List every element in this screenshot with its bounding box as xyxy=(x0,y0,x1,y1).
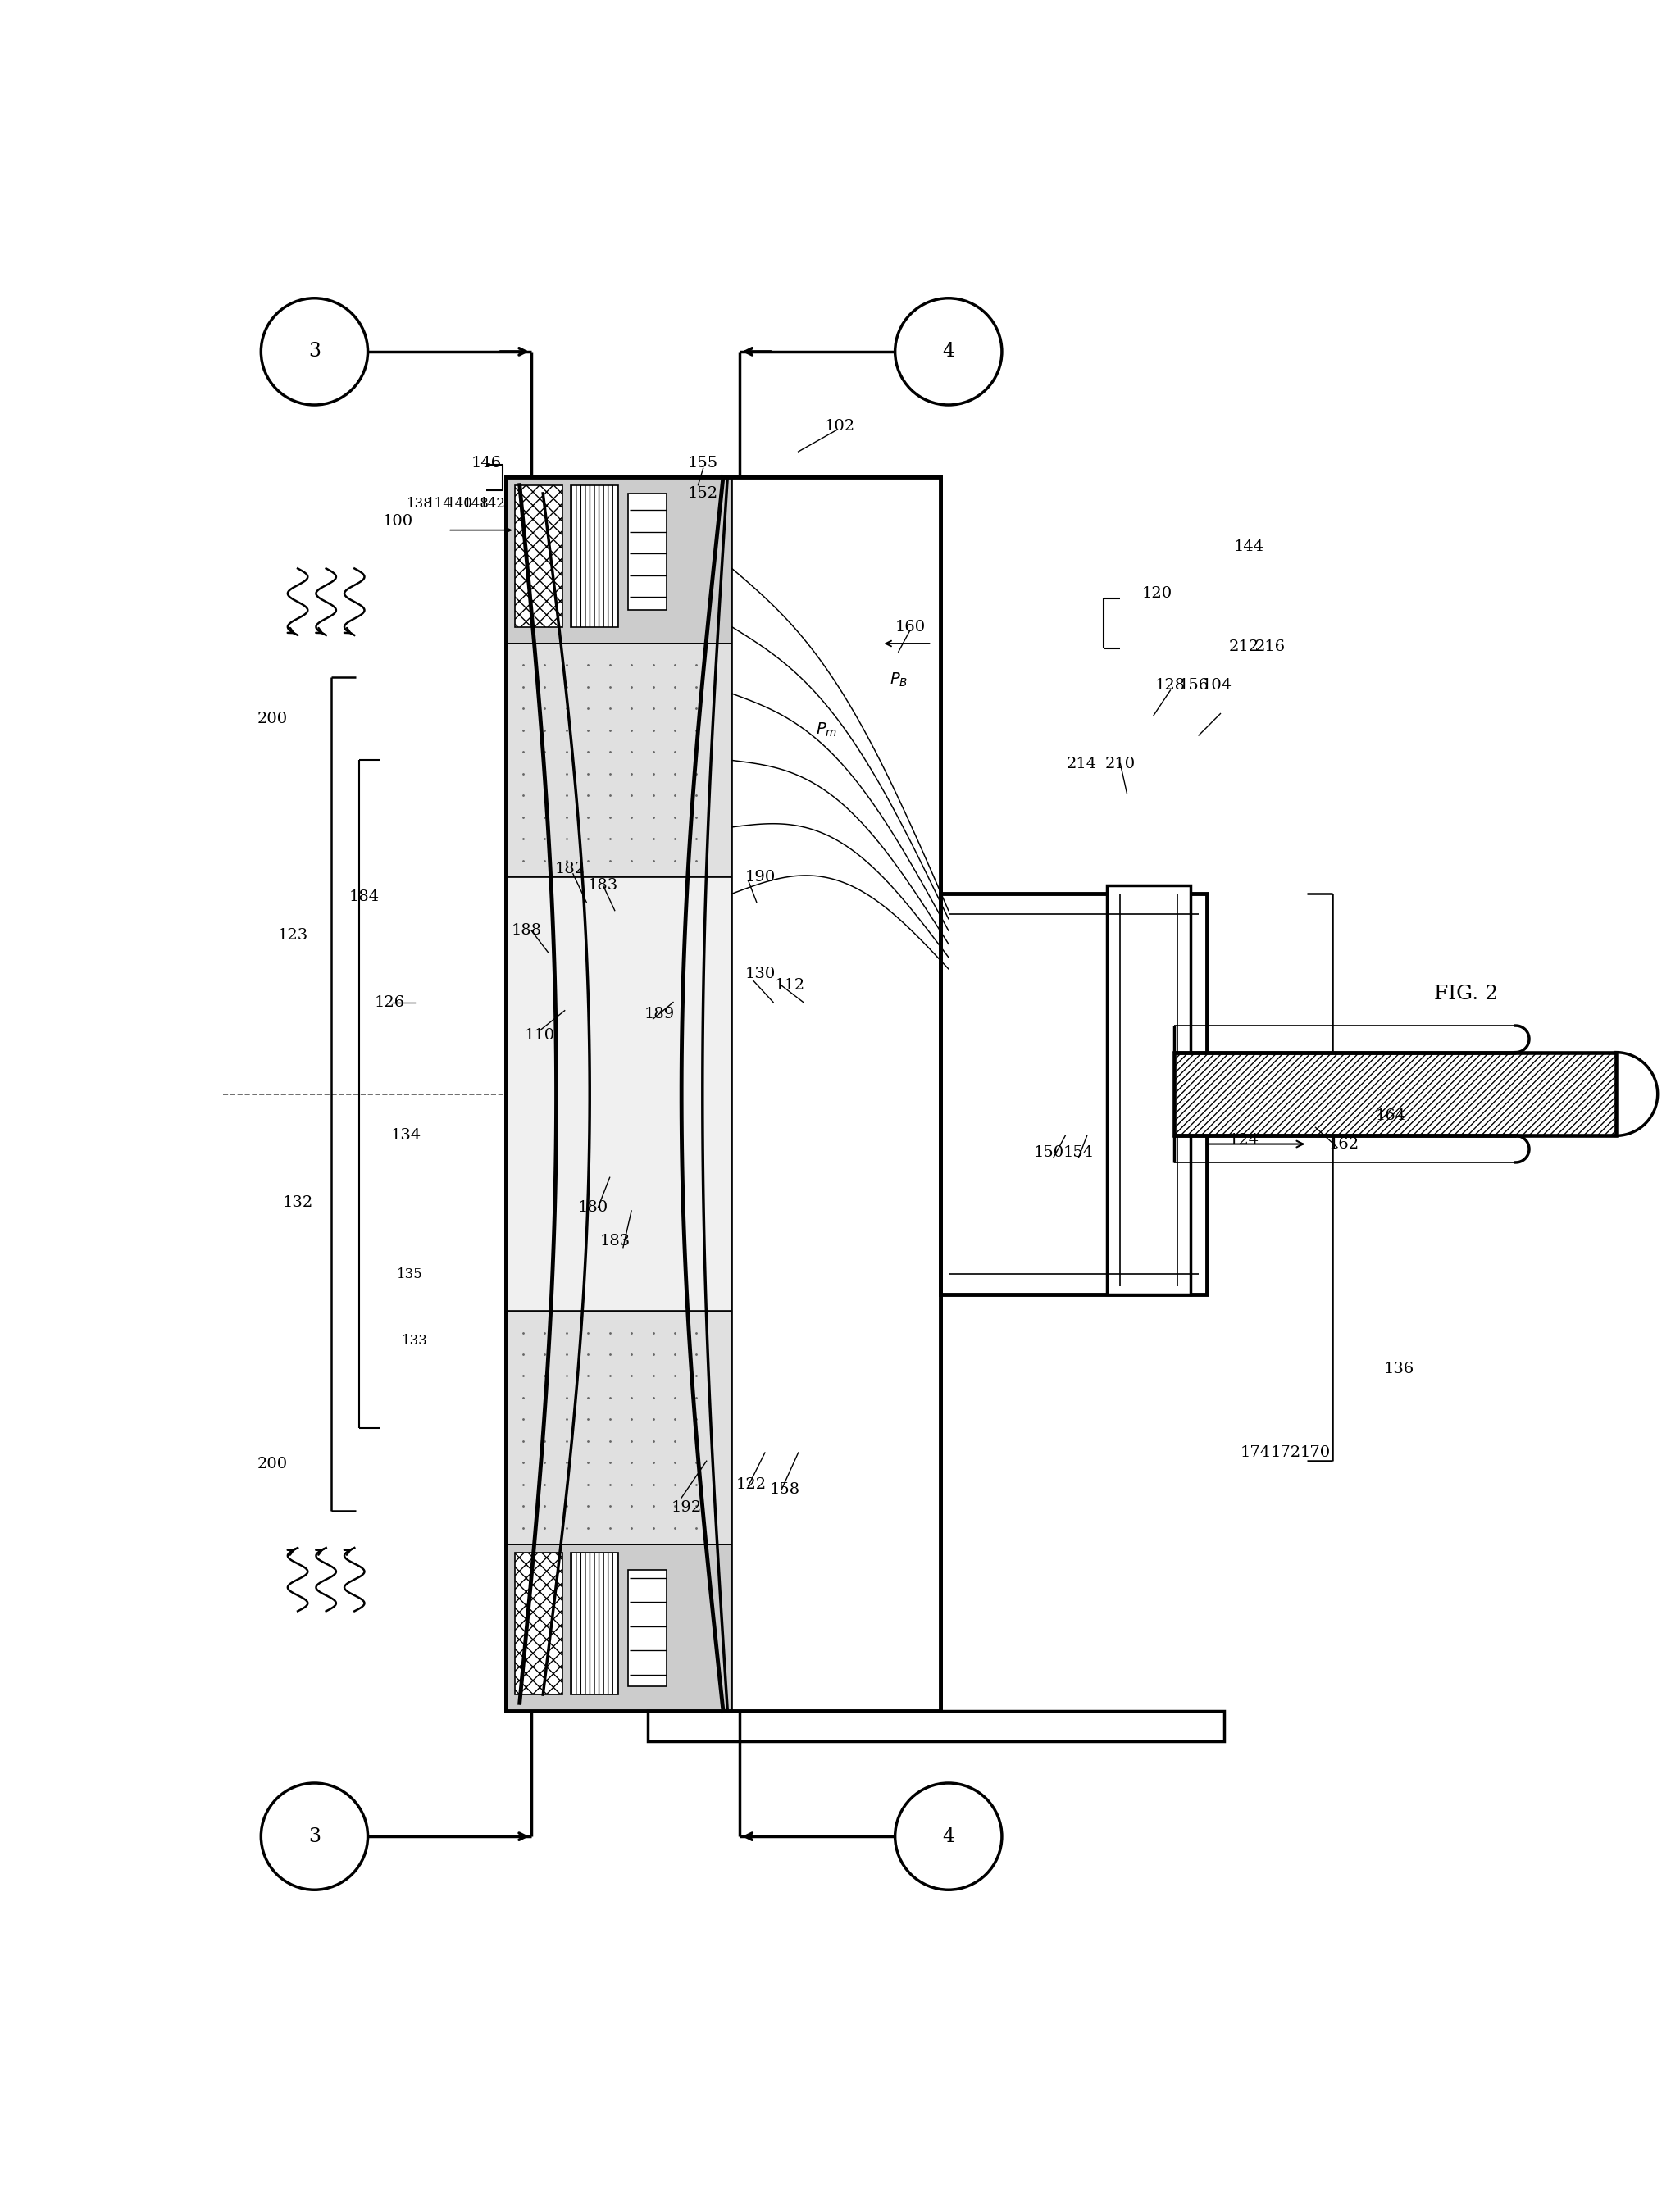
Text: 183: 183 xyxy=(600,1234,630,1247)
Bar xyxy=(628,1569,667,1687)
Text: 200: 200 xyxy=(257,711,287,726)
Text: 122: 122 xyxy=(736,1477,766,1492)
Text: 156: 156 xyxy=(1179,678,1210,694)
Text: 172: 172 xyxy=(1270,1446,1300,1459)
Text: 155: 155 xyxy=(687,455,719,470)
Text: 140: 140 xyxy=(447,497,472,510)
Bar xyxy=(1174,1052,1616,1136)
Text: 142: 142 xyxy=(480,497,506,510)
Text: 120: 120 xyxy=(1142,586,1173,602)
Text: 182: 182 xyxy=(554,862,585,875)
Bar xyxy=(506,1311,732,1545)
Text: 162: 162 xyxy=(1329,1138,1359,1151)
Text: 3: 3 xyxy=(307,341,321,361)
Bar xyxy=(506,877,732,1311)
Bar xyxy=(506,643,732,877)
Text: 148: 148 xyxy=(464,497,489,510)
Bar xyxy=(571,486,618,628)
Text: 158: 158 xyxy=(769,1481,800,1497)
Bar xyxy=(648,1711,1223,1742)
Bar xyxy=(628,494,667,610)
Text: $P_m$: $P_m$ xyxy=(816,722,837,740)
Text: 180: 180 xyxy=(578,1199,608,1214)
Text: 112: 112 xyxy=(774,978,805,993)
Text: 190: 190 xyxy=(744,871,774,884)
Text: 184: 184 xyxy=(349,891,380,904)
Text: 100: 100 xyxy=(383,514,413,529)
Text: 4: 4 xyxy=(942,1827,954,1847)
Text: 212: 212 xyxy=(1228,639,1258,654)
Text: 170: 170 xyxy=(1300,1446,1331,1459)
Text: 216: 216 xyxy=(1255,639,1285,654)
Text: 133: 133 xyxy=(402,1335,428,1348)
Text: 189: 189 xyxy=(645,1006,675,1022)
Bar xyxy=(506,477,732,643)
Text: 138: 138 xyxy=(407,497,432,510)
Text: 132: 132 xyxy=(282,1195,312,1210)
Text: 124: 124 xyxy=(1228,1133,1258,1149)
Bar xyxy=(514,1553,563,1694)
Text: 104: 104 xyxy=(1201,678,1233,694)
Text: 114: 114 xyxy=(427,497,452,510)
Bar xyxy=(506,1545,732,1711)
Text: 192: 192 xyxy=(672,1501,702,1514)
Text: 4: 4 xyxy=(942,341,954,361)
Text: 214: 214 xyxy=(1067,757,1097,770)
Text: FIG. 2: FIG. 2 xyxy=(1433,985,1499,1004)
Text: 3: 3 xyxy=(307,1827,321,1847)
Text: 146: 146 xyxy=(470,455,501,470)
Text: 152: 152 xyxy=(687,486,719,501)
Text: 174: 174 xyxy=(1240,1446,1270,1459)
Text: $P_B$: $P_B$ xyxy=(889,672,907,689)
Text: 134: 134 xyxy=(391,1129,422,1142)
Text: 126: 126 xyxy=(375,996,405,1009)
Bar xyxy=(1174,1052,1616,1136)
Text: 144: 144 xyxy=(1233,540,1263,554)
Bar xyxy=(732,477,941,1711)
Bar xyxy=(506,477,941,1711)
Text: 123: 123 xyxy=(277,928,307,943)
Text: 154: 154 xyxy=(1063,1144,1094,1160)
Text: 164: 164 xyxy=(1376,1109,1406,1122)
Text: 128: 128 xyxy=(1156,678,1186,694)
Bar xyxy=(1107,886,1191,1293)
Text: 102: 102 xyxy=(825,420,855,433)
Bar xyxy=(571,1553,618,1694)
Text: 183: 183 xyxy=(588,877,618,893)
Text: 136: 136 xyxy=(1384,1361,1415,1376)
Bar xyxy=(506,477,941,1711)
Text: 130: 130 xyxy=(744,967,774,980)
Text: 135: 135 xyxy=(396,1267,422,1282)
Text: 188: 188 xyxy=(511,923,541,939)
Bar xyxy=(941,895,1208,1293)
Text: 160: 160 xyxy=(895,619,926,635)
Text: 200: 200 xyxy=(257,1457,287,1473)
Bar xyxy=(514,486,563,628)
Text: 150: 150 xyxy=(1033,1144,1063,1160)
Text: 110: 110 xyxy=(524,1028,554,1044)
Text: 210: 210 xyxy=(1105,757,1136,770)
